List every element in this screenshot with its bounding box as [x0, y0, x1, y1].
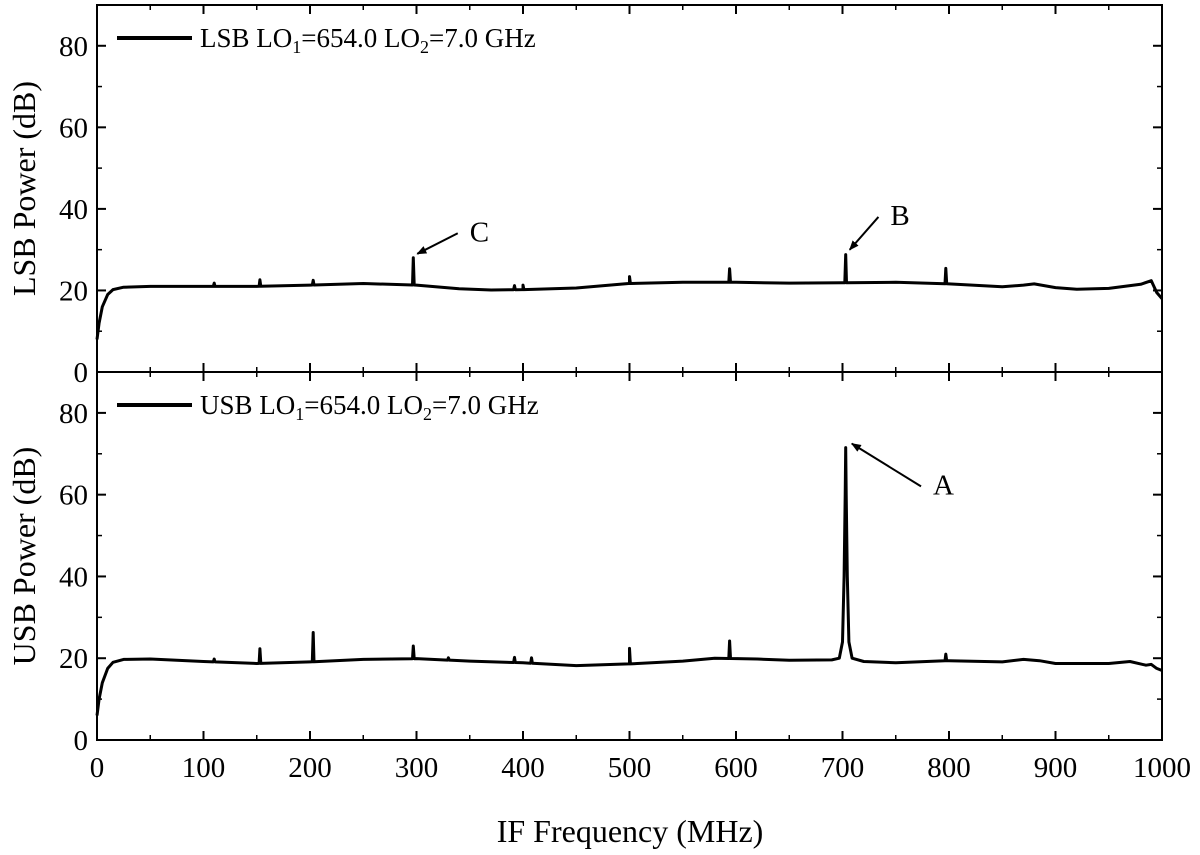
annotation-label: A — [933, 469, 954, 501]
legend: LSB LO1=654.0 LO2=7.0 GHz — [117, 23, 536, 57]
x-tick-label: 1000 — [1133, 752, 1191, 784]
legend-label: USB LO1=654.0 LO2=7.0 GHz — [200, 390, 539, 424]
annotation-B: B — [848, 200, 910, 251]
y-tick-label: 0 — [74, 357, 89, 389]
y-axis-title: USB Power (dB) — [6, 447, 42, 666]
annotation-C: C — [416, 216, 489, 255]
annotation-arrow — [848, 216, 880, 251]
x-tick-label: 700 — [821, 752, 865, 784]
y-tick-label: 80 — [59, 398, 88, 430]
x-tick-label: 200 — [288, 752, 332, 784]
x-tick-label: 800 — [927, 752, 971, 784]
series-line-lsb — [95, 253, 1164, 340]
annotation-arrow — [850, 442, 922, 488]
series-line-usb — [95, 446, 1163, 716]
plot-frame — [96, 4, 1163, 373]
annotation-label: C — [470, 216, 489, 248]
x-tick-label: 500 — [608, 752, 652, 784]
x-axis-title: IF Frequency (MHz) — [497, 813, 764, 849]
x-tick-label: 400 — [501, 752, 545, 784]
panel-lsb: 0 20 40 60 80 LSB Power (dB) LSB LO1=654.0 LO2… — [6, 4, 1164, 389]
y-axis-title: LSB Power (dB) — [6, 81, 42, 296]
plot-frame — [96, 371, 1163, 741]
y-tick-label: 20 — [59, 275, 88, 307]
annotation-A: A — [850, 442, 954, 501]
legend: USB LO1=654.0 LO2=7.0 GHz — [117, 390, 539, 424]
y-tick-label: 80 — [59, 31, 88, 63]
x-tick-label: 300 — [395, 752, 439, 784]
y-tick-label: 40 — [59, 561, 88, 593]
x-tick-label: 900 — [1034, 752, 1078, 784]
y-tick-label: 20 — [59, 643, 88, 675]
panel-usb: 0 20 40 60 80 USB Power (dB) USB LO1=654.0 LO2… — [6, 371, 1191, 784]
y-tick-label: 60 — [59, 480, 88, 512]
annotation-label: B — [890, 200, 909, 232]
y-tick-label: 60 — [59, 112, 88, 144]
y-tick-label: 40 — [59, 194, 88, 226]
annotation-arrow — [416, 232, 459, 255]
x-tick-label: 0 — [90, 752, 105, 784]
legend-label: LSB LO1=654.0 LO2=7.0 GHz — [200, 23, 536, 57]
y-tick-label: 0 — [74, 725, 89, 757]
plot-root: 0 20 40 60 80 LSB Power (dB) LSB LO1=654.0 LO2… — [6, 4, 1191, 784]
x-tick-label: 100 — [182, 752, 226, 784]
x-tick-label: 600 — [714, 752, 758, 784]
